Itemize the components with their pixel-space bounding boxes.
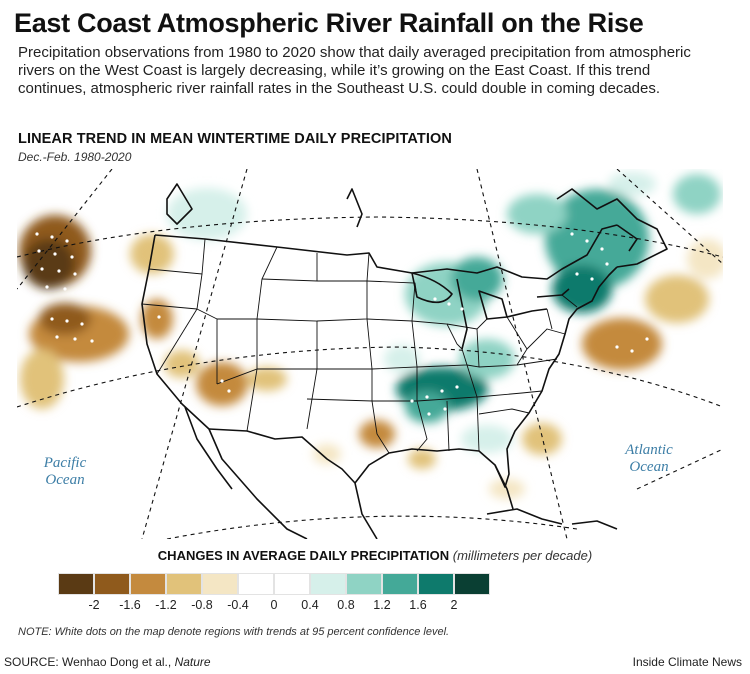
source-credit: SOURCE: Wenhao Dong et al., Nature <box>4 655 211 669</box>
precipitation-trend-map: Pacific Ocean Atlantic Ocean <box>17 169 723 539</box>
legend-color-scale <box>58 573 490 595</box>
significance-dots <box>35 232 649 416</box>
legend-tick: -1.2 <box>155 598 177 612</box>
graticule <box>17 169 723 539</box>
legend-swatch <box>382 573 418 595</box>
legend-tick: -0.4 <box>227 598 249 612</box>
map-subheading: Dec.-Feb. 1980-2020 <box>18 150 132 164</box>
pacific-ocean-label-line2: Ocean <box>45 472 84 488</box>
legend-tick: -0.8 <box>191 598 213 612</box>
map-heading: LINEAR TREND IN MEAN WINTERTIME DAILY PR… <box>18 131 452 147</box>
drying-regions <box>19 215 723 499</box>
legend-swatch <box>310 573 346 595</box>
legend-tick: 0.4 <box>301 598 319 612</box>
legend-swatch <box>238 573 274 595</box>
legend-swatch <box>202 573 238 595</box>
legend-swatch <box>58 573 94 595</box>
legend-tick: -1.6 <box>119 598 141 612</box>
publisher-credit: Inside Climate News <box>632 655 742 669</box>
legend-swatch <box>274 573 310 595</box>
legend-tick: 1.2 <box>373 598 391 612</box>
legend-tick: 2 <box>450 598 458 612</box>
source-journal: Nature <box>174 655 211 669</box>
source-authors: Wenhao Dong et al., <box>62 655 172 669</box>
legend-tick: 0 <box>270 598 278 612</box>
legend-swatch <box>166 573 202 595</box>
chart-title: East Coast Atmospheric River Rainfall on… <box>14 8 644 38</box>
legend-swatch <box>346 573 382 595</box>
legend-tick: -2 <box>88 598 100 612</box>
legend-swatch <box>130 573 166 595</box>
legend-unit: (millimeters per decade) <box>452 548 593 563</box>
footnote: NOTE: White dots on the map denote regio… <box>18 626 450 638</box>
atlantic-ocean-label-line2: Ocean <box>629 459 668 475</box>
legend-swatch <box>454 573 490 595</box>
wetting-regions <box>167 172 721 453</box>
legend-swatch <box>94 573 130 595</box>
source-label: SOURCE: <box>4 655 59 669</box>
legend-title: CHANGES IN AVERAGE DAILY PRECIPITATION (… <box>0 548 750 563</box>
legend-swatch <box>418 573 454 595</box>
pacific-ocean-label-line1: Pacific <box>43 455 87 471</box>
legend-title-text: CHANGES IN AVERAGE DAILY PRECIPITATION <box>157 548 450 563</box>
atlantic-ocean-label-line1: Atlantic <box>624 442 673 458</box>
legend-tick: 1.6 <box>409 598 427 612</box>
description: Precipitation observations from 1980 to … <box>18 44 691 97</box>
state-borders <box>141 238 578 454</box>
legend-ticks: -2 -1.6 -1.2 -0.8 -0.4 0 0.4 0.8 1.2 1.6… <box>58 598 686 614</box>
legend-tick: 0.8 <box>337 598 355 612</box>
